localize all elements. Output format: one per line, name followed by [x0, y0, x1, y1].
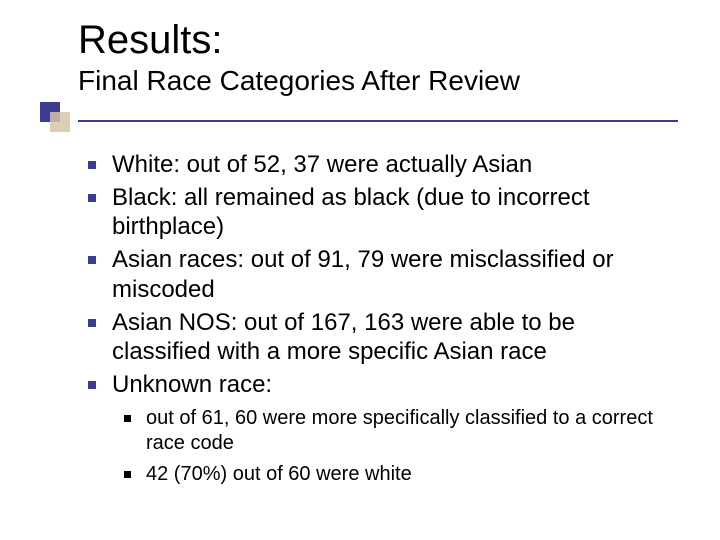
sub-bullet-text: out of 61, 60 were more specifically cla… — [146, 407, 653, 454]
bullet-item: Asian races: out of 91, 79 were misclass… — [112, 245, 680, 304]
sub-bullet-text: 42 (70%) out of 60 were white — [146, 463, 412, 485]
slide-title-line1: Results: — [78, 18, 680, 62]
bullet-list: White: out of 52, 37 were actually Asian… — [78, 150, 680, 487]
sub-bullet-list: out of 61, 60 were more specifically cla… — [112, 406, 680, 487]
slide-body: White: out of 52, 37 were actually Asian… — [78, 150, 680, 487]
slide: Results: Final Race Categories After Rev… — [0, 0, 720, 540]
sub-bullet-item: out of 61, 60 were more specifically cla… — [146, 406, 680, 456]
slide-title-line2: Final Race Categories After Review — [78, 64, 678, 122]
bullet-item: Black: all remained as black (due to inc… — [112, 183, 680, 242]
bullet-text: Asian NOS: out of 167, 163 were able to … — [112, 309, 575, 365]
bullet-item: Asian NOS: out of 167, 163 were able to … — [112, 308, 680, 367]
bullet-text: White: out of 52, 37 were actually Asian — [112, 151, 532, 178]
corner-decoration — [40, 102, 70, 132]
bullet-text: Asian races: out of 91, 79 were misclass… — [112, 246, 614, 302]
corner-square-light — [50, 112, 70, 132]
bullet-item: White: out of 52, 37 were actually Asian — [112, 150, 680, 179]
bullet-text: Unknown race: — [112, 371, 272, 398]
bullet-item: Unknown race: out of 61, 60 were more sp… — [112, 370, 680, 486]
sub-bullet-item: 42 (70%) out of 60 were white — [146, 462, 680, 487]
bullet-text: Black: all remained as black (due to inc… — [112, 184, 590, 240]
